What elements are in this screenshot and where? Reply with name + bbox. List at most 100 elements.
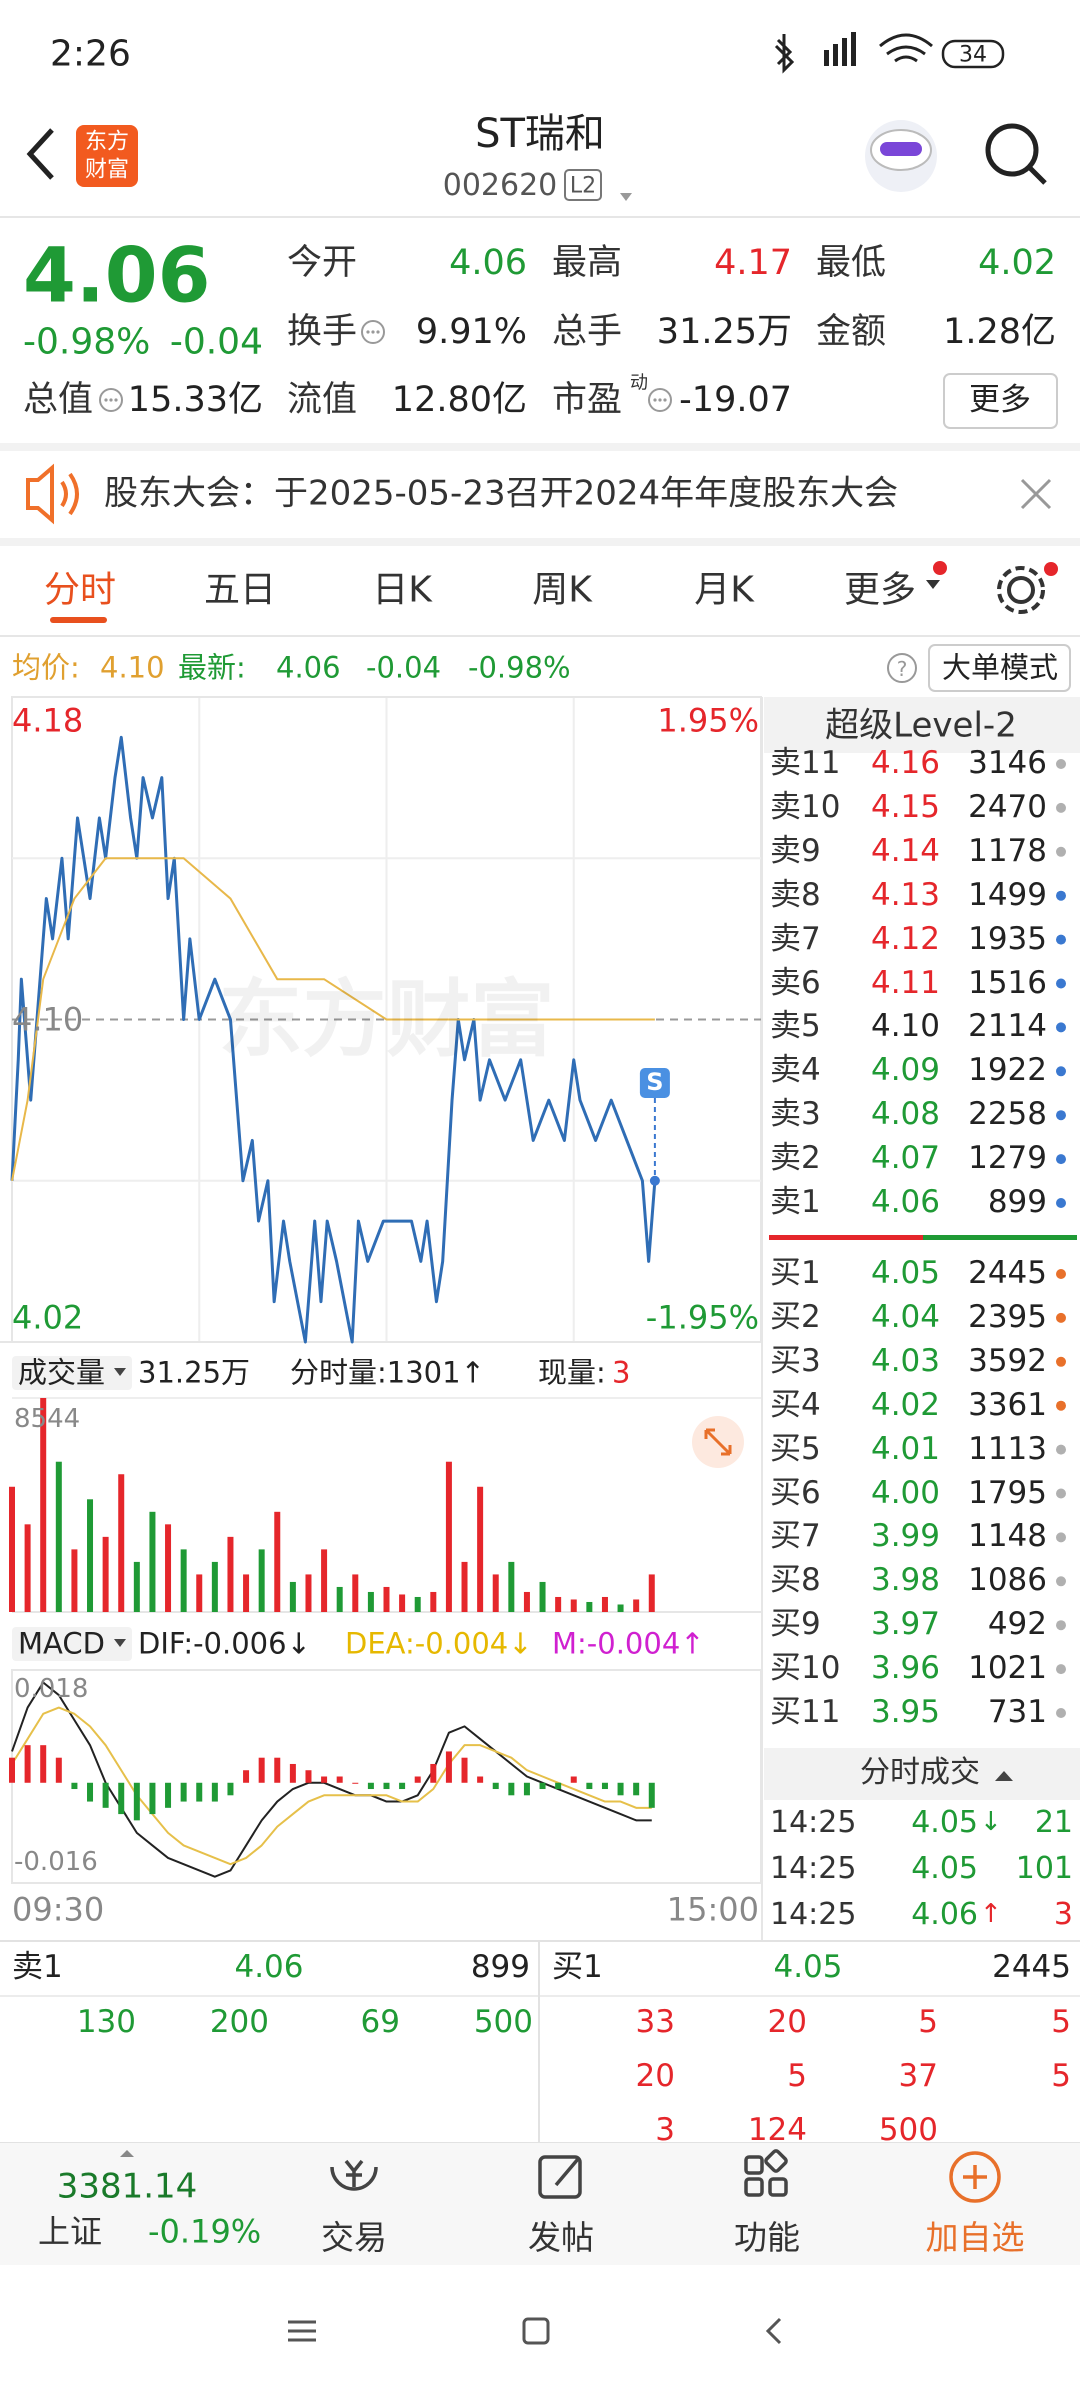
- dropdown-icon[interactable]: [620, 193, 632, 201]
- series-line: [11, 1681, 652, 1878]
- tab[interactable]: 分时: [43, 569, 117, 611]
- help-icon[interactable]: [887, 653, 917, 683]
- book-price: 4.15: [870, 789, 940, 826]
- book-price: 4.16: [870, 745, 940, 782]
- book-divider: [923, 1235, 1077, 1240]
- volume-bar: [508, 1561, 515, 1612]
- book-label: 卖8: [770, 876, 821, 913]
- macd-bar: [399, 1782, 406, 1790]
- big-order-button-text[interactable]: 大单模式: [941, 650, 1059, 685]
- trades-title[interactable]: 分时成交: [860, 1754, 980, 1790]
- index-value[interactable]: 3381.14: [56, 2166, 198, 2207]
- tab[interactable]: 周K: [532, 569, 592, 611]
- macd-label[interactable]: MACD: [18, 1626, 105, 1661]
- book-label: 买3: [770, 1342, 821, 1379]
- close-icon[interactable]: [1020, 478, 1052, 510]
- book-volume: 899: [987, 1184, 1047, 1221]
- settings-icon[interactable]: [997, 566, 1045, 614]
- macd-bar: [196, 1782, 203, 1802]
- volume-bar: [555, 1596, 562, 1612]
- back-icon[interactable]: [26, 128, 54, 180]
- notice-text[interactable]: 股东大会：于2025-05-23召开2024年年度股东大会: [104, 473, 899, 514]
- big-order-button[interactable]: [928, 644, 1071, 692]
- macd-bar: [9, 1757, 15, 1783]
- level-volume: 899: [470, 1949, 530, 1986]
- search-icon[interactable]: [985, 123, 1047, 185]
- tab[interactable]: 月K: [694, 569, 754, 611]
- field-label: 最高: [552, 242, 623, 283]
- macd-bar: [367, 1782, 374, 1790]
- volume-selector[interactable]: [12, 1356, 132, 1390]
- book-price: 4.06: [870, 1184, 940, 1221]
- nav-item[interactable]: 发帖: [528, 2218, 594, 2258]
- book-dot: [1056, 846, 1066, 857]
- book-price: 4.11: [870, 964, 940, 1001]
- volume-bar: [539, 1581, 546, 1612]
- book-dot: [1056, 978, 1066, 989]
- book-volume: 1113: [968, 1430, 1047, 1467]
- volume-bar: [165, 1524, 172, 1612]
- level-badge-text: L2: [569, 173, 597, 199]
- tab[interactable]: 更多: [843, 569, 917, 611]
- nav-item[interactable]: 功能: [734, 2218, 800, 2258]
- queue-volume: 500: [473, 2004, 533, 2041]
- book-dot: [1056, 890, 1066, 901]
- expand-arrow[interactable]: [120, 2150, 134, 2157]
- function-icon[interactable]: [744, 2149, 788, 2197]
- last-price: 4.06: [23, 230, 211, 320]
- info-dot: [109, 398, 113, 402]
- series-line: [10, 735, 657, 1344]
- book-volume: 3146: [968, 745, 1047, 782]
- macd-bar: [24, 1745, 31, 1783]
- book-label: 卖9: [770, 832, 821, 869]
- book-dot: [1056, 1708, 1066, 1718]
- macd-bar: [430, 1763, 437, 1783]
- book-label: 卖6: [770, 964, 821, 1001]
- tab[interactable]: 日K: [372, 569, 432, 611]
- volume-bar: [461, 1561, 468, 1612]
- volume-bar: [289, 1581, 296, 1612]
- more-button-text[interactable]: 更多: [969, 382, 1031, 419]
- change-pct: -0.98%: [23, 321, 151, 363]
- macd-selector[interactable]: [12, 1627, 132, 1661]
- dropdown-icon[interactable]: [926, 580, 940, 589]
- tab-underline: [50, 617, 107, 623]
- book-volume: 2258: [968, 1096, 1047, 1133]
- home-key[interactable]: [522, 2317, 550, 2345]
- tab[interactable]: 五日: [203, 569, 277, 611]
- info-last: 4.06: [276, 650, 341, 685]
- queue-volume: 130: [76, 2004, 136, 2041]
- volume-bar: [87, 1499, 94, 1612]
- macd-bar: [243, 1770, 250, 1783]
- macd-bar: [321, 1776, 328, 1783]
- nav-item[interactable]: 加自选: [925, 2218, 1025, 2258]
- menu-key[interactable]: [288, 2320, 316, 2342]
- book-label: 买8: [770, 1562, 821, 1599]
- more-button[interactable]: [943, 373, 1058, 429]
- volume-bar: [445, 1461, 452, 1612]
- volume-label[interactable]: 成交量: [18, 1355, 106, 1390]
- expand-icon[interactable]: [692, 1416, 744, 1468]
- book-dot: [1056, 1356, 1066, 1367]
- book-price: 3.99: [870, 1518, 940, 1555]
- book-price: 3.97: [870, 1606, 940, 1643]
- change: -0.04: [169, 321, 263, 363]
- trade-icon[interactable]: [330, 2159, 378, 2191]
- back-key[interactable]: [765, 2317, 782, 2345]
- volume-bar: [24, 1524, 31, 1612]
- avatar[interactable]: [865, 120, 937, 192]
- nav-item[interactable]: 交易: [321, 2218, 387, 2258]
- add-watch-icon[interactable]: [949, 2151, 1001, 2203]
- book-dot: [1056, 1488, 1066, 1499]
- trade-price: 4.05: [911, 1804, 978, 1840]
- trade-arrow: ↑: [980, 1899, 1002, 1930]
- info-dot: [663, 398, 667, 402]
- post-icon[interactable]: [538, 2155, 582, 2199]
- trade-volume: 101: [1015, 1850, 1073, 1886]
- stat-value: -19.07: [679, 379, 792, 420]
- book-volume: 731: [987, 1694, 1047, 1731]
- bottom-nav: [0, 2142, 1080, 2266]
- volume-bar: [352, 1574, 359, 1612]
- volume-bar: [102, 1536, 109, 1612]
- book-dot: [1056, 1154, 1066, 1165]
